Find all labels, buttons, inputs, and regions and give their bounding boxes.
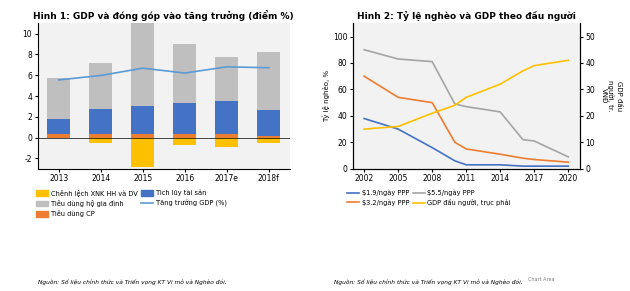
Title: Hinh 1: GDP và đóng góp vào tăng trưởng (điểm %): Hinh 1: GDP và đóng góp vào tăng trưởng … bbox=[33, 10, 294, 21]
Bar bbox=[47, 119, 71, 134]
Legend: Chênh lệch XNK HH và DV, Tiêu dùng hộ gia đình, Tiêu dùng CP, Tich lũy tài sản, : Chênh lệch XNK HH và DV, Tiêu dùng hộ gi… bbox=[36, 189, 227, 217]
Bar bbox=[89, 109, 112, 134]
Bar bbox=[215, 101, 238, 134]
Bar bbox=[215, 134, 238, 138]
Bar bbox=[215, 138, 238, 147]
Bar bbox=[173, 138, 197, 145]
Bar bbox=[257, 138, 280, 143]
Legend: $1.9/ngày PPP, $3.2/ngày PPP, $5.5/ngày PPP, GDP đầu người, trục phải: $1.9/ngày PPP, $3.2/ngày PPP, $5.5/ngày … bbox=[347, 189, 511, 206]
Bar bbox=[215, 56, 238, 101]
Bar bbox=[257, 52, 280, 109]
Bar bbox=[47, 134, 71, 138]
Bar bbox=[89, 63, 112, 109]
Bar bbox=[89, 138, 112, 143]
Y-axis label: Tỷ lệ nghèo, %: Tỷ lệ nghèo, % bbox=[323, 70, 330, 122]
Y-axis label: GDP đầu
người, tr.
VNĐ: GDP đầu người, tr. VNĐ bbox=[600, 80, 622, 112]
Bar bbox=[89, 134, 112, 138]
Bar bbox=[173, 134, 197, 138]
Bar bbox=[173, 103, 197, 134]
Bar bbox=[47, 78, 71, 119]
Bar bbox=[131, 13, 154, 107]
Bar bbox=[131, 134, 154, 138]
Bar bbox=[257, 109, 280, 136]
Bar bbox=[173, 44, 197, 103]
Text: Nguồn: Số liệu chính thức và Triển vọng KT Vi mô và Nghèo đói.: Nguồn: Số liệu chính thức và Triển vọng … bbox=[38, 280, 226, 285]
Bar bbox=[257, 136, 280, 138]
Bar bbox=[131, 107, 154, 134]
Text: Nguồn: Số liệu chính thức và Triển vọng KT Vi mô và Nghèo đói.: Nguồn: Số liệu chính thức và Triển vọng … bbox=[334, 280, 522, 285]
Bar bbox=[131, 138, 154, 167]
Title: Hinh 2: Tỷ lệ nghèo và GDP theo đầu người: Hinh 2: Tỷ lệ nghèo và GDP theo đầu ngườ… bbox=[357, 11, 576, 21]
Text: Chart Area: Chart Area bbox=[528, 277, 554, 282]
